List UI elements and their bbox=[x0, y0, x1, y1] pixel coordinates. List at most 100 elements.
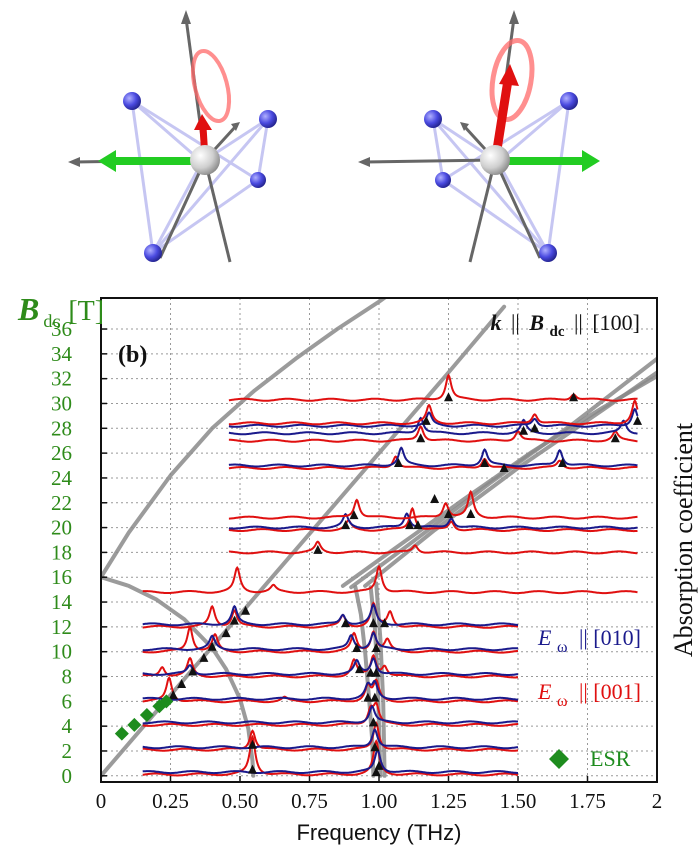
spectrum-e001 bbox=[142, 701, 518, 727]
esr-point bbox=[139, 707, 154, 722]
spectrum-e010 bbox=[142, 748, 518, 775]
right-axis-label: Absorption coefficient bbox=[669, 422, 698, 657]
triangle-marker bbox=[368, 717, 378, 727]
spectrum-e001 bbox=[228, 540, 638, 555]
y-tick-label: 32 bbox=[51, 367, 72, 391]
triangle-marker bbox=[421, 415, 431, 425]
y-axis-label-symbol: B bbox=[17, 291, 39, 327]
configuration-label: k || B dc || [100] bbox=[491, 310, 640, 341]
triangle-marker bbox=[371, 642, 381, 652]
y-tick-label: 20 bbox=[51, 516, 72, 540]
y-axis-label-unit: [T] bbox=[68, 296, 104, 327]
spectrum-e010 bbox=[142, 603, 518, 627]
grid bbox=[101, 298, 657, 782]
legend-esr-diamond-icon bbox=[549, 749, 569, 769]
spectrum-e010 bbox=[142, 679, 519, 701]
config-sep-2: || bbox=[574, 310, 583, 335]
esr-point bbox=[159, 694, 174, 709]
crystal-structure-right bbox=[358, 10, 600, 263]
theory-curve bbox=[374, 581, 387, 778]
triangle-marker bbox=[466, 508, 476, 518]
x-axis-label: Frequency (THz) bbox=[296, 820, 461, 845]
triangle-marker bbox=[380, 618, 390, 628]
triangle-marker bbox=[207, 641, 217, 651]
triangle-marker bbox=[405, 520, 415, 530]
triangle-marker bbox=[557, 458, 567, 468]
triangle-marker bbox=[430, 494, 440, 504]
triangle-marker bbox=[199, 652, 209, 662]
panel-label: (b) bbox=[118, 342, 147, 368]
spectrum-e001 bbox=[228, 506, 638, 533]
y-tick-label: 18 bbox=[51, 540, 72, 564]
y-tick-label: 4 bbox=[62, 714, 73, 738]
triangle-marker bbox=[633, 415, 643, 425]
spectrum-e001 bbox=[228, 455, 638, 470]
config-k: k bbox=[491, 310, 502, 335]
triangle-marker bbox=[241, 605, 251, 615]
spectrum-e010 bbox=[142, 728, 519, 750]
spectrum-e010 bbox=[228, 446, 638, 468]
triangle-marker bbox=[368, 618, 378, 628]
triangle-marker bbox=[363, 692, 373, 702]
x-tick-label: 0 bbox=[96, 789, 107, 813]
triangle-marker bbox=[370, 692, 380, 702]
y-tick-label: 28 bbox=[51, 416, 72, 440]
triangle-marker bbox=[229, 615, 239, 625]
triangle-marker bbox=[177, 678, 187, 688]
spectrum-e001 bbox=[228, 373, 638, 402]
triangle-marker bbox=[444, 508, 453, 518]
y-tick-label: 6 bbox=[62, 689, 73, 713]
x-tick-labels: 0 0.25 0.50 0.75 1.00 1.25 1.50 1.75 2 bbox=[96, 776, 662, 813]
legend-entry-e001: E ω || [001] bbox=[537, 679, 641, 711]
y-axis-label: B dc [T] bbox=[17, 291, 104, 331]
y-tick-label: 8 bbox=[62, 665, 73, 689]
esr-point bbox=[127, 717, 142, 732]
legend-entry-e010: E ω || [010] bbox=[537, 625, 641, 657]
x-tick-label: 0.25 bbox=[152, 789, 189, 813]
spectrum-e010 bbox=[142, 656, 519, 676]
spectrum-e001 bbox=[142, 676, 519, 704]
y-axis-label-sub: dc bbox=[43, 311, 60, 331]
triangle-marker bbox=[370, 742, 380, 752]
x-tick-label: 1.50 bbox=[500, 789, 537, 813]
spectrum-e001 bbox=[142, 564, 638, 595]
triangle-marker bbox=[480, 458, 490, 468]
triangle-marker bbox=[188, 666, 198, 676]
triangle-marker bbox=[355, 664, 365, 674]
triangle-marker bbox=[499, 463, 509, 473]
esr-markers bbox=[114, 694, 174, 741]
spectrum-e001 bbox=[228, 489, 638, 520]
legend-e001-symbol: E bbox=[537, 679, 552, 704]
spectrum-e001 bbox=[142, 721, 519, 752]
theory-curve bbox=[349, 356, 657, 590]
y-tick-label: 16 bbox=[51, 565, 72, 589]
triangle-marker bbox=[371, 767, 381, 777]
triangle-marker bbox=[444, 392, 453, 402]
y-tick-label: 2 bbox=[62, 739, 73, 763]
x-tick-label: 1.75 bbox=[569, 789, 606, 813]
triangle-marker bbox=[341, 520, 351, 530]
esr-point bbox=[114, 726, 129, 741]
y-tick-label: 0 bbox=[62, 764, 73, 788]
y-tick-label: 14 bbox=[51, 590, 73, 614]
triangle-marker bbox=[349, 510, 359, 520]
spectrum-e010 bbox=[228, 416, 638, 436]
triangle-marker bbox=[221, 628, 231, 638]
spectrum-e001 bbox=[142, 734, 519, 777]
y-tick-label: 34 bbox=[51, 342, 73, 366]
y-tick-label: 24 bbox=[51, 466, 73, 490]
spectra bbox=[142, 373, 639, 777]
spectrum-e001 bbox=[142, 625, 519, 654]
x-tick-label: 0.75 bbox=[291, 789, 328, 813]
triangle-marker bbox=[569, 392, 579, 402]
y-tick-label: 12 bbox=[51, 615, 72, 639]
spectrum-e001 bbox=[142, 601, 519, 629]
triangle-markers bbox=[168, 392, 643, 777]
config-b: B bbox=[528, 310, 544, 335]
config-b-sub: dc bbox=[550, 324, 565, 340]
y-tick-label: 30 bbox=[51, 391, 72, 415]
triangle-marker bbox=[413, 520, 423, 530]
triangle-marker bbox=[313, 544, 323, 554]
triangle-marker bbox=[352, 642, 362, 652]
